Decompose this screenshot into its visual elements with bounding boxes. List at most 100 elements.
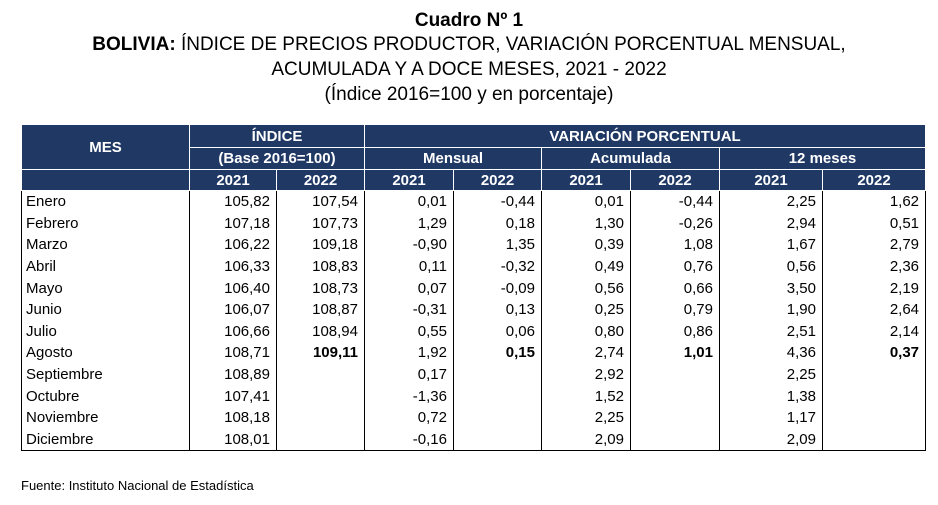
value-cell: 0,13 xyxy=(453,298,542,321)
value-cell: 108,94 xyxy=(276,320,365,343)
title-line-2-rest: ÍNDICE DE PRECIOS PRODUCTOR, VARIACIÓN P… xyxy=(175,34,846,55)
value-cell: 0,17 xyxy=(364,363,454,386)
month-cell: Junio xyxy=(21,298,190,321)
value-cell: 0,06 xyxy=(453,320,542,343)
value-cell xyxy=(453,363,542,386)
value-cell: 106,33 xyxy=(189,255,277,278)
table-row: Julio 106,66 108,94 0,55 0,06 0,80 0,86 2,51 2,1… xyxy=(21,320,927,343)
value-cell: 2,74 xyxy=(541,342,631,364)
value-cell: -0,31 xyxy=(364,298,454,321)
title-line-2: BOLIVIA: ÍNDICE DE PRECIOS PRODUCTOR, VA… xyxy=(0,32,938,57)
value-cell xyxy=(276,428,365,452)
value-cell-latest: 0,37 xyxy=(821,342,927,364)
value-cell xyxy=(630,428,720,452)
value-cell: 2,09 xyxy=(541,428,631,452)
value-cell: -0,16 xyxy=(364,428,454,452)
value-cell: 107,73 xyxy=(276,212,365,235)
table-row: Abril 106,33 108,83 0,11 -0,32 0,49 0,76 0,56 2,… xyxy=(21,255,927,278)
value-cell xyxy=(821,385,927,407)
value-cell: 0,76 xyxy=(630,255,720,278)
value-cell: 0,07 xyxy=(364,277,454,299)
value-cell: 0,86 xyxy=(630,320,720,343)
value-cell: 108,87 xyxy=(276,298,365,321)
value-cell: 0,01 xyxy=(541,190,631,213)
value-cell: -0,09 xyxy=(453,277,542,299)
value-cell: 2,25 xyxy=(541,406,631,429)
value-cell: 109,18 xyxy=(276,234,365,256)
value-cell: 1,67 xyxy=(719,234,823,256)
value-cell: -0,26 xyxy=(630,212,720,235)
table-row: Mayo 106,40 108,73 0,07 -0,09 0,56 0,66 3,50 2,1… xyxy=(21,277,927,299)
header-acumulada: Acumulada xyxy=(541,147,720,170)
title-subtitle: (Índice 2016=100 y en porcentaje) xyxy=(324,84,614,105)
value-cell: 4,36 xyxy=(719,342,823,364)
value-cell: 108,83 xyxy=(276,255,365,278)
value-cell xyxy=(630,406,720,429)
value-cell: 0,11 xyxy=(364,255,454,278)
value-cell: 1,35 xyxy=(453,234,542,256)
value-cell-latest: 109,11 xyxy=(276,342,365,364)
table-row: Marzo 106,22 109,18 -0,90 1,35 0,39 1,08 1,67 2,… xyxy=(21,234,927,256)
value-cell: -0,44 xyxy=(453,190,542,213)
value-cell: 107,18 xyxy=(189,212,277,235)
table-number: Cuadro Nº 1 xyxy=(414,10,524,31)
value-cell: 106,66 xyxy=(189,320,277,343)
value-cell: 2,92 xyxy=(541,363,631,386)
value-cell: 1,08 xyxy=(630,234,720,256)
value-cell: 106,22 xyxy=(189,234,277,256)
value-cell: 2,25 xyxy=(719,190,823,213)
table-row: Octubre 107,41 -1,36 1,52 1,38 xyxy=(21,385,927,407)
value-cell: 0,56 xyxy=(541,277,631,299)
table-row: Septiembre 108,89 0,17 2,92 2,25 xyxy=(21,363,927,386)
month-cell: Agosto xyxy=(21,342,190,364)
table-row: Agosto 108,71 109,11 1,92 0,15 2,74 1,01 4,36 0,… xyxy=(21,342,927,364)
value-cell xyxy=(821,363,927,386)
header-year: 2022 xyxy=(276,169,365,191)
value-cell xyxy=(821,406,927,429)
value-cell: 2,94 xyxy=(719,212,823,235)
value-cell xyxy=(821,428,927,452)
month-cell: Septiembre xyxy=(21,363,190,386)
value-cell: 2,25 xyxy=(719,363,823,386)
header-mes-blank xyxy=(21,169,190,191)
source-note: Fuente: Instituto Nacional de Estadístic… xyxy=(21,478,254,493)
value-cell: 0,80 xyxy=(541,320,631,343)
month-cell: Abril xyxy=(21,255,190,278)
value-cell: 106,07 xyxy=(189,298,277,321)
value-cell xyxy=(453,428,542,452)
value-cell: 0,49 xyxy=(541,255,631,278)
value-cell: -0,32 xyxy=(453,255,542,278)
header-indice: ÍNDICE xyxy=(189,124,365,148)
table-row: Noviembre 108,18 0,72 2,25 1,17 xyxy=(21,406,927,429)
value-cell: 0,66 xyxy=(630,277,720,299)
value-cell: 0,55 xyxy=(364,320,454,343)
value-cell: 1,17 xyxy=(719,406,823,429)
value-cell: -0,44 xyxy=(630,190,720,213)
header-doce-meses: 12 meses xyxy=(718,147,927,170)
header-year: 2021 xyxy=(541,169,631,191)
value-cell: 2,51 xyxy=(719,320,823,343)
value-cell: 0,51 xyxy=(821,212,927,235)
value-cell: 108,18 xyxy=(189,406,277,429)
header-base: (Base 2016=100) xyxy=(189,147,365,170)
value-cell: 108,73 xyxy=(276,277,365,299)
value-cell: 2,14 xyxy=(821,320,927,343)
value-cell: 108,71 xyxy=(189,342,277,364)
value-cell: 2,19 xyxy=(821,277,927,299)
value-cell xyxy=(630,385,720,407)
value-cell: 0,25 xyxy=(541,298,631,321)
price-index-table: MES ÍNDICE VARIACIÓN PORCENTUAL (Base 20… xyxy=(21,124,927,452)
value-cell-latest: 1,01 xyxy=(630,342,720,364)
table-row: Febrero 107,18 107,73 1,29 0,18 1,30 -0,26 2,94… xyxy=(21,212,927,235)
value-cell: 105,82 xyxy=(189,190,277,213)
country-label: BOLIVIA: xyxy=(92,34,176,55)
header-mensual: Mensual xyxy=(364,147,542,170)
month-cell: Marzo xyxy=(21,234,190,256)
value-cell: 0,01 xyxy=(364,190,454,213)
value-cell xyxy=(276,406,365,429)
value-cell xyxy=(453,385,542,407)
value-cell: 0,72 xyxy=(364,406,454,429)
value-cell: 106,40 xyxy=(189,277,277,299)
month-cell: Julio xyxy=(21,320,190,343)
table-row: Enero 105,82 107,54 0,01 -0,44 0,01 -0,44 2,25 1… xyxy=(21,190,927,213)
